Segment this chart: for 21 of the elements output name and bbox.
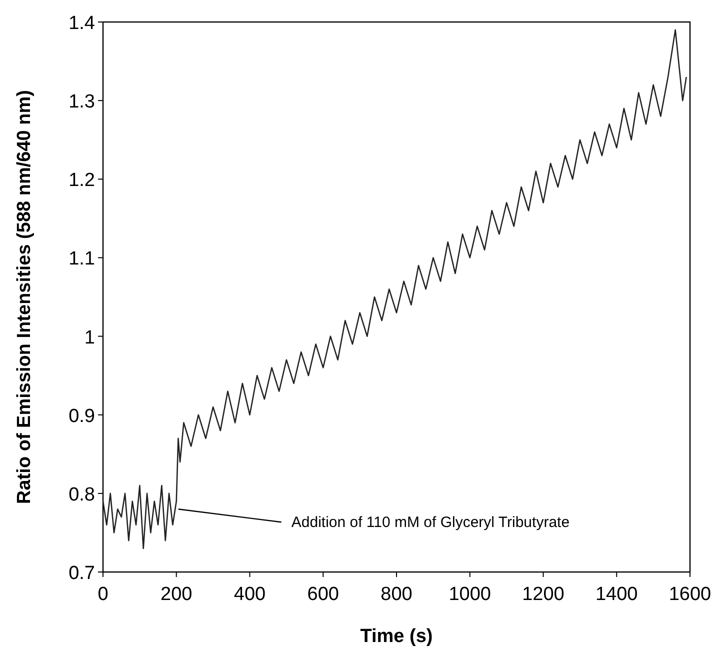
x-tick-label: 1200 — [522, 584, 564, 605]
x-tick-label: 800 — [380, 584, 412, 605]
x-tick-label: 400 — [234, 584, 266, 605]
y-tick-label: 1 — [84, 327, 95, 348]
x-tick-label: 1400 — [595, 584, 638, 605]
y-tick-label: 0.8 — [68, 484, 95, 506]
x-tick-label: 200 — [160, 584, 192, 605]
y-tick-label: 1.4 — [68, 13, 96, 34]
x-tick-label: 1000 — [448, 584, 492, 605]
y-tick-label: 1.1 — [68, 248, 95, 270]
y-axis-title: Ratio of Emission Intensities (588 nm/640 nm) — [14, 90, 35, 504]
y-tick-label: 1.2 — [68, 170, 95, 192]
y-tick-label: 0.7 — [68, 563, 95, 584]
x-axis-title: Time (s) — [360, 626, 433, 647]
y-tick-label: 0.9 — [68, 406, 95, 427]
line-series — [102, 29, 687, 550]
x-tick-label: 0 — [98, 584, 108, 605]
x-tick-label: 1600 — [668, 584, 712, 605]
annotation: Addition of 110 mM of Glyceryl Tributyrate — [291, 514, 570, 532]
y-tick-label: 1.3 — [68, 92, 95, 113]
x-tick-label: 600 — [307, 584, 339, 605]
